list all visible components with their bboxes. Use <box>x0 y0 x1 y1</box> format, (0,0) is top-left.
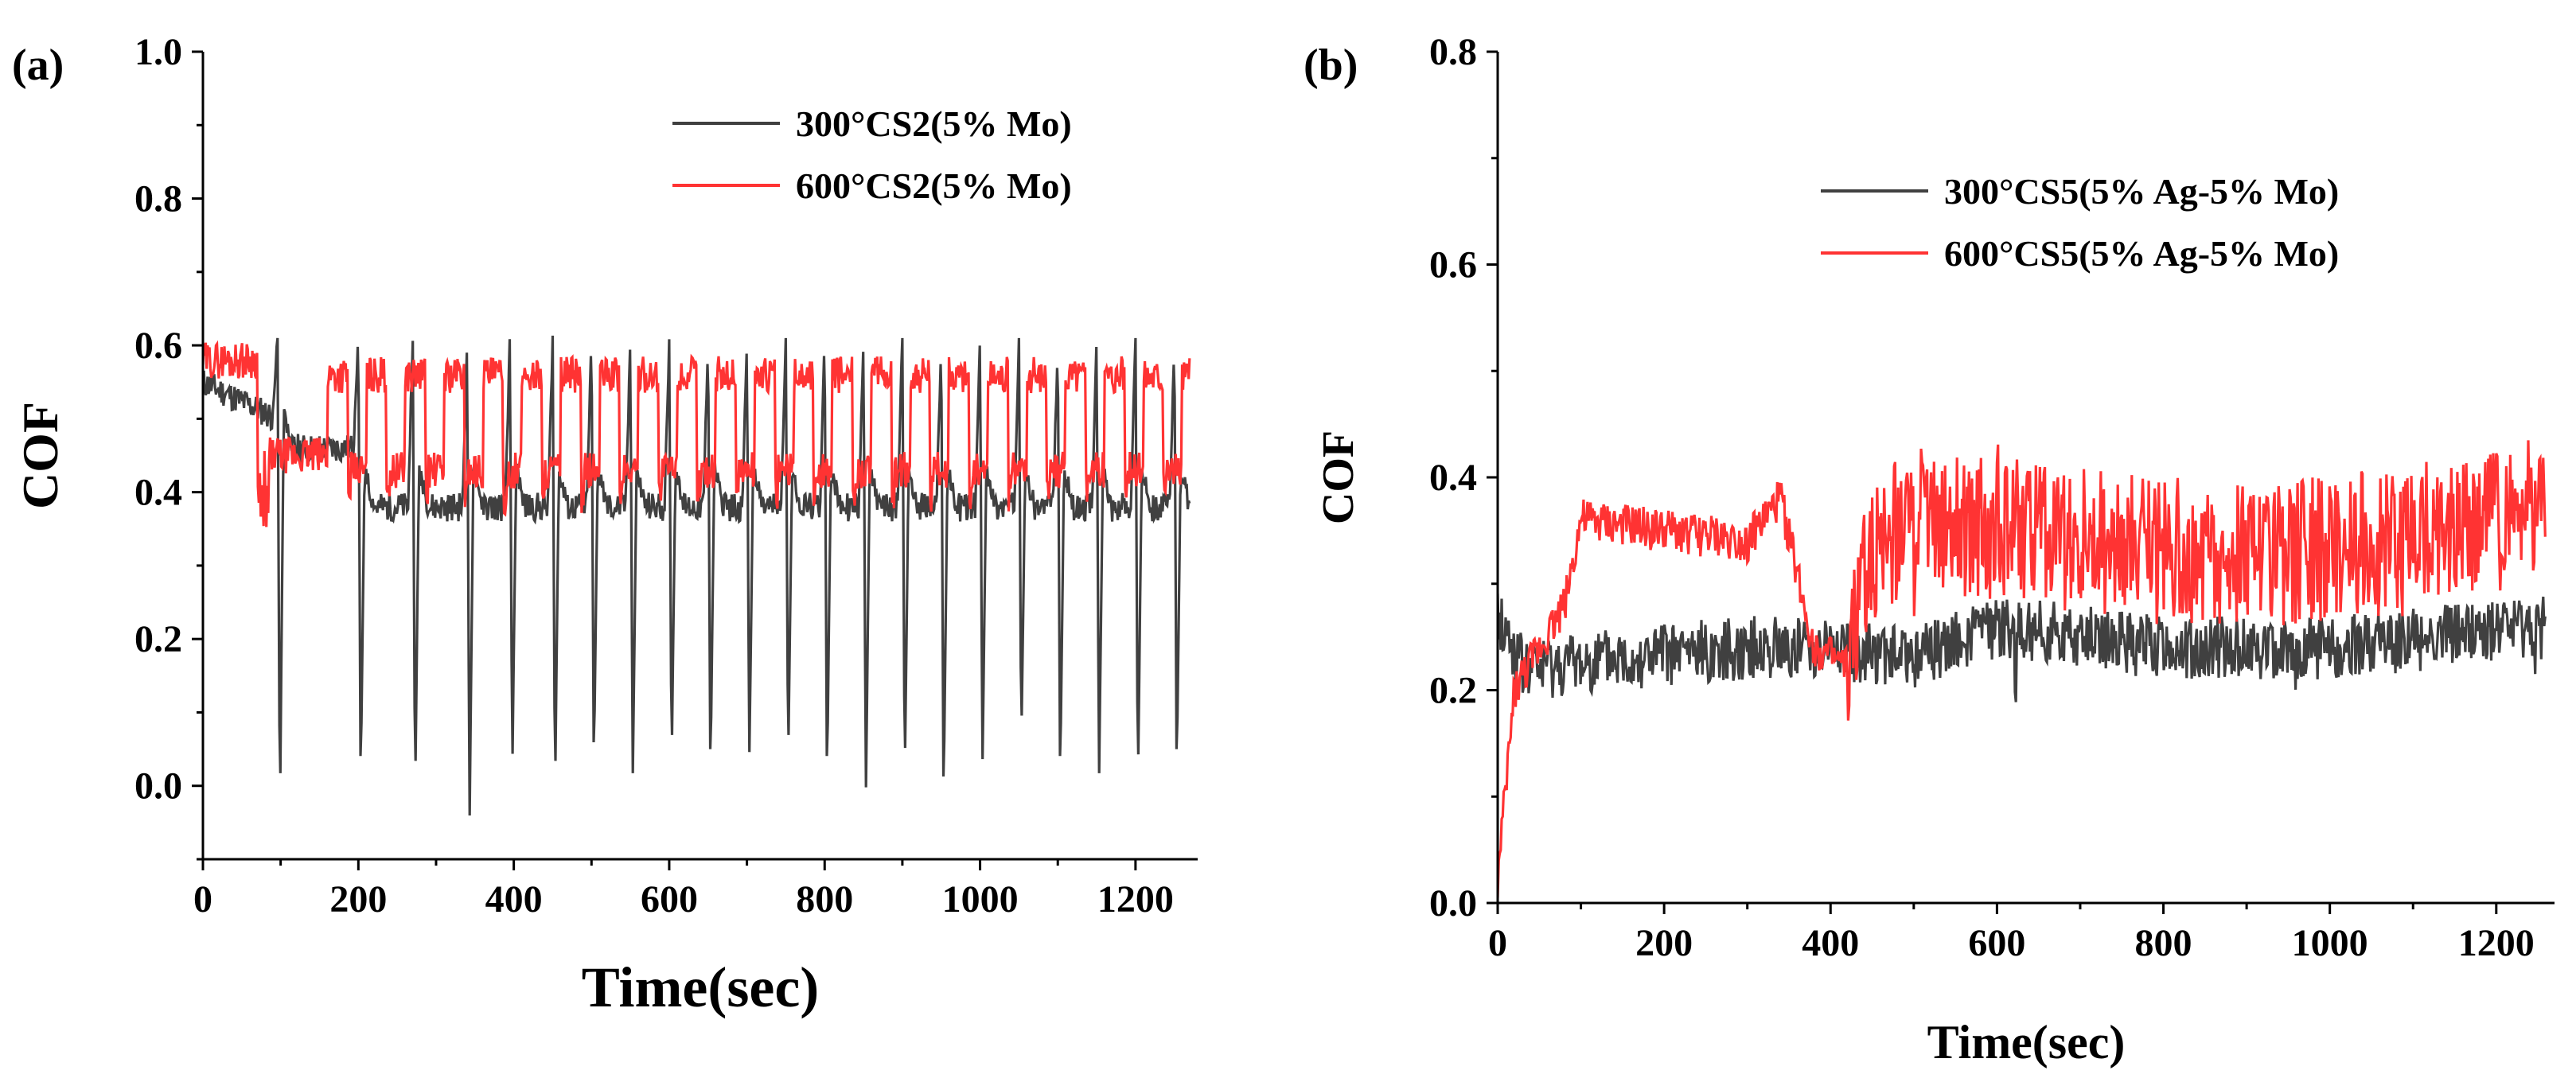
x-tick-label: 1000 <box>942 878 1019 920</box>
x-axis-title: Time(sec) <box>1927 1016 2126 1068</box>
y-tick-label: 0.8 <box>134 178 182 220</box>
y-tick-label: 0.4 <box>134 472 182 514</box>
chart-panel-b: 0 200 400 600 800 1000 1200 0.0 0.2 0.4 0.6 0.8 Time… <box>1289 0 2576 1082</box>
x-tick-label: 200 <box>329 878 387 920</box>
y-tick-label: 0.0 <box>134 765 182 808</box>
y-tick-label: 0.2 <box>134 618 182 660</box>
x-tick-label: 800 <box>2135 922 2192 964</box>
x-tick-label: 0 <box>1488 922 1507 964</box>
x-tick-label: 800 <box>796 878 853 920</box>
x-tick-label: 400 <box>1802 922 1859 964</box>
y-tick-label: 1.0 <box>134 31 182 73</box>
x-tick-label: 200 <box>1635 922 1693 964</box>
panel-label: (a) <box>12 41 64 90</box>
legend-label: 600°CS2(5% Mo) <box>796 165 1072 206</box>
legend-label: 300°CS2(5% Mo) <box>796 103 1072 144</box>
chart-b-svg: 0 200 400 600 800 1000 1200 0.0 0.2 0.4 0.6 0.8 Time… <box>1304 31 2555 1068</box>
x-tick-label: 1200 <box>1097 878 1174 920</box>
x-tick-label: 600 <box>641 878 698 920</box>
series-line-b-2 <box>1498 440 2547 898</box>
legend-label: 300°CS5(5% Ag-5% Mo) <box>1944 171 2339 212</box>
x-tick-label: 1200 <box>2458 922 2535 964</box>
legend-label: 600°CS5(5% Ag-5% Mo) <box>1944 233 2339 274</box>
series-line-b-1 <box>1498 594 2547 703</box>
x-axis-title: Time(sec) <box>582 956 820 1019</box>
series-line-a-2 <box>203 340 1191 527</box>
chart-panel-a: 0 200 400 600 800 1000 1200 0.0 0.2 0.4 0.6 0.8 1.0 T… <box>0 0 1241 1082</box>
y-tick-label: 0.8 <box>1429 31 1477 73</box>
y-tick-label: 0.2 <box>1429 670 1477 712</box>
y-tick-label: 0.6 <box>134 325 182 367</box>
x-tick-label: 400 <box>485 878 543 920</box>
series-line-a-1 <box>203 335 1191 816</box>
x-tick-label: 0 <box>193 878 212 920</box>
y-tick-label: 0.6 <box>1429 244 1477 286</box>
y-tick-label: 0.0 <box>1429 882 1477 924</box>
x-tick-label: 600 <box>1968 922 2025 964</box>
y-axis-title: COF <box>1314 430 1363 524</box>
x-tick-label: 1000 <box>2292 922 2368 964</box>
panel-label: (b) <box>1304 41 1358 90</box>
chart-a-svg: 0 200 400 600 800 1000 1200 0.0 0.2 0.4 0.6 0.8 1.0 T… <box>12 31 1198 1019</box>
y-axis-title: COF <box>12 402 68 509</box>
y-tick-label: 0.4 <box>1429 457 1477 499</box>
